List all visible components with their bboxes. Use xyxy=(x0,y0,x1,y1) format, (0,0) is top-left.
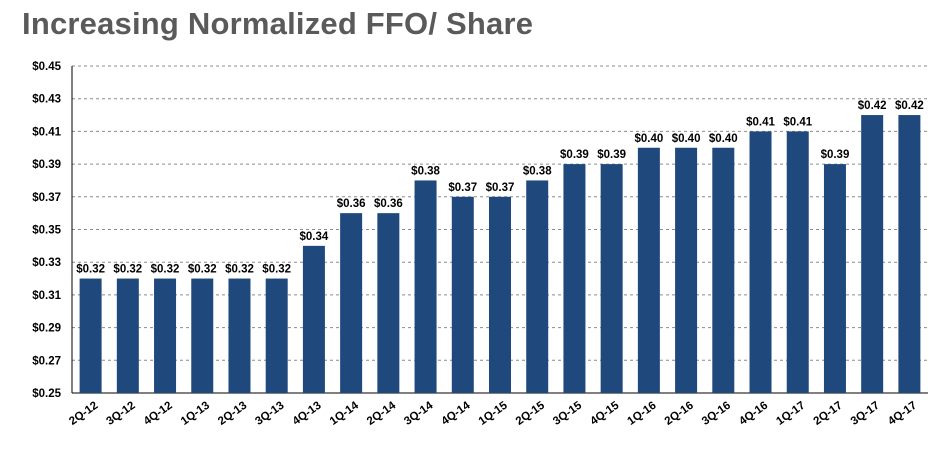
bar xyxy=(154,278,177,393)
x-tick-label: 3Q-16 xyxy=(700,400,733,428)
x-tick-label: 3Q-17 xyxy=(849,400,882,428)
y-tick-label: $0.39 xyxy=(32,159,61,171)
x-tick-label: 3Q-13 xyxy=(253,400,286,428)
x-tick-label: 1Q-16 xyxy=(626,400,659,428)
bar xyxy=(79,278,102,393)
data-label: $0.41 xyxy=(783,116,812,128)
bars xyxy=(79,115,921,394)
x-tick-label: 3Q-14 xyxy=(402,399,436,428)
data-labels: $0.32 $0.32 $0.32 $0.32 $0.32 $0.32 $0.34 $0.36… xyxy=(76,100,924,275)
y-tick-label: $0.27 xyxy=(32,355,61,367)
x-tick-label: 4Q-16 xyxy=(737,400,770,428)
data-label: $0.32 xyxy=(151,264,180,276)
bar xyxy=(377,213,400,393)
x-tick-label: 2Q-13 xyxy=(216,400,249,428)
x-tick-label: 2Q-14 xyxy=(365,399,399,428)
data-label: $0.42 xyxy=(895,100,924,112)
y-tick-label: $0.35 xyxy=(32,225,61,237)
x-tick-label: 2Q-12 xyxy=(67,400,100,428)
x-tick-label: 4Q-14 xyxy=(439,399,473,428)
data-label: $0.36 xyxy=(337,198,366,210)
data-label: $0.32 xyxy=(76,264,105,276)
x-tick-label: 1Q-13 xyxy=(179,400,212,428)
y-tick-label: $0.43 xyxy=(32,94,61,106)
chart-title: Increasing Normalized FFO/ Share xyxy=(22,6,534,41)
bar xyxy=(340,213,363,393)
data-label: $0.39 xyxy=(597,149,626,161)
data-label: $0.39 xyxy=(821,149,850,161)
bar xyxy=(489,196,511,393)
bar xyxy=(191,278,214,393)
data-label: $0.41 xyxy=(746,116,775,128)
x-axis: 2Q-12 3Q-12 4Q-12 1Q-13 2Q-13 3Q-13 4Q-13 1Q-14… xyxy=(67,399,919,428)
data-label: $0.32 xyxy=(113,264,142,276)
data-label: $0.32 xyxy=(262,264,291,276)
data-label: $0.40 xyxy=(672,133,701,145)
bar xyxy=(302,245,325,393)
bar xyxy=(898,115,921,394)
data-label: $0.38 xyxy=(411,165,440,177)
data-label: $0.34 xyxy=(300,231,329,243)
data-label: $0.39 xyxy=(560,149,589,161)
y-tick-label: $0.41 xyxy=(32,126,61,138)
data-label: $0.37 xyxy=(486,182,515,194)
data-label: $0.37 xyxy=(448,182,477,194)
bar xyxy=(414,180,437,393)
y-tick-label: $0.45 xyxy=(32,61,61,73)
bar xyxy=(675,147,698,393)
bar xyxy=(563,164,586,393)
bar xyxy=(451,196,474,393)
bar xyxy=(786,131,809,393)
x-tick-label: 1Q-17 xyxy=(774,400,807,428)
bar xyxy=(861,115,884,394)
x-tick-label: 2Q-15 xyxy=(514,399,548,428)
y-tick-label: $0.29 xyxy=(32,323,61,335)
x-tick-label: 4Q-15 xyxy=(588,399,622,428)
bar xyxy=(823,164,846,393)
bar xyxy=(712,147,735,393)
x-tick-label: 4Q-17 xyxy=(886,400,919,428)
x-tick-label: 4Q-12 xyxy=(142,400,175,428)
data-label: $0.38 xyxy=(523,165,552,177)
bar xyxy=(637,147,660,393)
data-label: $0.36 xyxy=(374,198,403,210)
bar xyxy=(526,180,549,393)
y-tick-label: $0.25 xyxy=(32,388,61,400)
x-tick-label: 3Q-12 xyxy=(104,400,137,428)
bar xyxy=(265,278,288,393)
x-tick-label: 2Q-17 xyxy=(812,400,845,428)
x-tick-label: 2Q-16 xyxy=(663,400,696,428)
data-label: $0.32 xyxy=(225,264,254,276)
y-tick-label: $0.33 xyxy=(32,257,61,269)
bar xyxy=(116,278,139,393)
bar xyxy=(600,164,623,393)
y-tick-label: $0.37 xyxy=(32,192,61,204)
x-tick-label: 4Q-13 xyxy=(291,400,324,428)
data-label: $0.40 xyxy=(634,133,663,145)
x-tick-label: 3Q-15 xyxy=(551,399,585,428)
data-label: $0.32 xyxy=(188,264,217,276)
x-tick-label: 1Q-15 xyxy=(477,399,511,428)
x-tick-label: 1Q-14 xyxy=(328,399,362,428)
data-label: $0.42 xyxy=(858,100,887,112)
bar xyxy=(749,131,772,393)
bar xyxy=(228,278,251,393)
data-label: $0.40 xyxy=(709,133,738,145)
y-tick-label: $0.31 xyxy=(32,290,61,302)
